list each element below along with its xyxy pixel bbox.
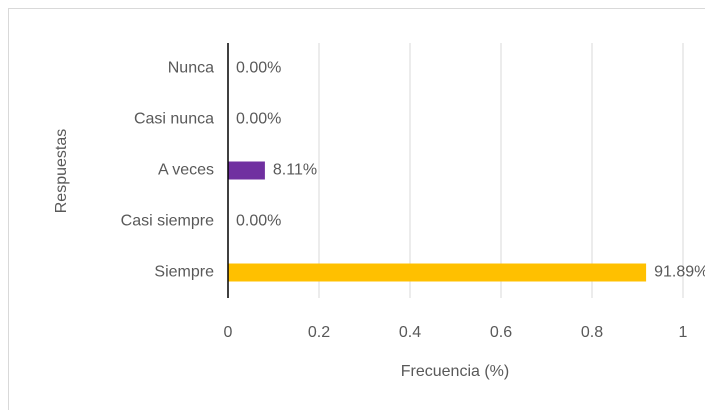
y-tick-label: Siempre	[154, 264, 214, 281]
bar	[228, 263, 647, 282]
x-tick-label: 1	[679, 324, 688, 341]
x-tick-label: 0.6	[490, 324, 512, 341]
x-tick-label: 0.2	[308, 324, 330, 341]
y-tick-label: Nunca	[168, 60, 214, 77]
x-axis-title: Frecuencia (%)	[401, 363, 509, 380]
chart-border	[8, 8, 705, 410]
value-label: 8.11%	[273, 162, 317, 179]
x-tick-label: 0	[224, 324, 233, 341]
x-tick-label: 0.8	[581, 324, 603, 341]
x-tick-label: 0.4	[399, 324, 421, 341]
y-tick-label: Casi siempre	[121, 213, 214, 230]
y-axis-title: Respuestas	[53, 129, 70, 214]
y-tick-label: A veces	[158, 162, 214, 179]
value-label: 0.00%	[236, 60, 281, 77]
value-label: 0.00%	[236, 213, 281, 230]
value-label: 91.89%	[654, 264, 705, 281]
value-label: 0.00%	[236, 111, 281, 128]
bar	[228, 161, 265, 180]
y-tick-label: Casi nunca	[134, 111, 214, 128]
